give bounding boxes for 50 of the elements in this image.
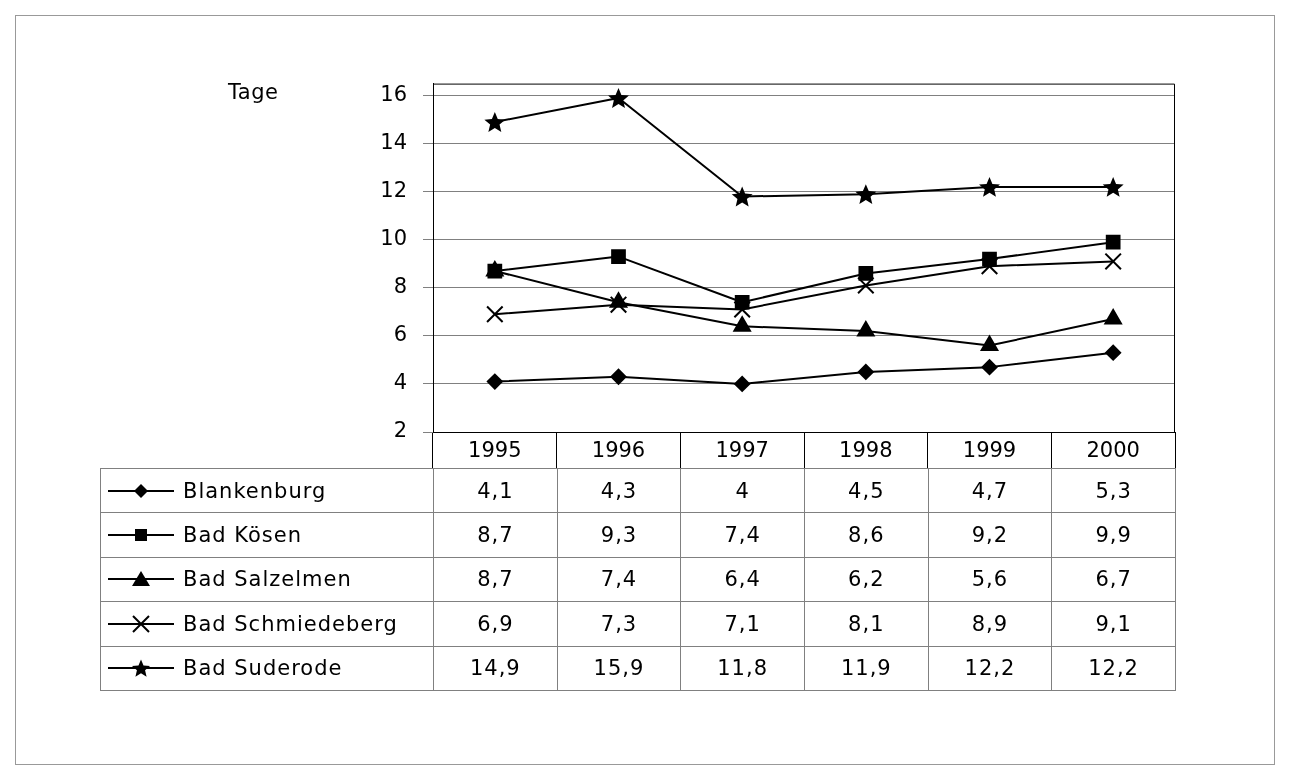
x-tick-label: 1999: [962, 438, 1017, 463]
y-tick-label: 6: [393, 322, 407, 347]
legend-label: Blankenburg: [183, 478, 327, 503]
y-axis-title: Tage: [228, 80, 279, 104]
legend-label: Bad Schmiedeberg: [183, 611, 398, 636]
data-label: 4,5: [804, 468, 929, 513]
y-tick-label: 4: [393, 370, 407, 395]
y-tick-label: 16: [380, 82, 407, 107]
y-tick-label: 12: [380, 178, 407, 203]
data-label: 5,6: [928, 557, 1052, 602]
x-tick-label: 1998: [839, 438, 893, 463]
data-label: 6,7: [1051, 557, 1176, 602]
data-label: 6,2: [804, 557, 929, 602]
data-label: 4,1: [433, 468, 558, 513]
data-label: 12,2: [1051, 646, 1176, 691]
y-tick-label: 10: [380, 226, 407, 251]
y-tick-label: 14: [380, 130, 407, 155]
data-label: 8,1: [804, 601, 929, 647]
legend-label: Bad Suderode: [183, 656, 343, 681]
data-label: 9,1: [1051, 601, 1176, 647]
data-label: 8,6: [804, 512, 929, 558]
y-tick-label: 8: [393, 274, 407, 299]
data-label: 9,3: [557, 512, 681, 558]
y-tick-label: 2: [393, 418, 407, 443]
x-tick-label: 1995: [468, 438, 522, 463]
data-label: 4,3: [557, 468, 681, 513]
x-tick-label: 1996: [591, 438, 646, 463]
data-label: 7,4: [680, 512, 805, 558]
data-label: 4: [680, 468, 805, 513]
data-label: 11,8: [680, 646, 805, 691]
data-label: 7,3: [557, 601, 681, 647]
x-tick-label: 2000: [1086, 438, 1140, 463]
data-label: 15,9: [557, 646, 681, 691]
data-label: 5,3: [1051, 468, 1176, 513]
data-label: 11,9: [804, 646, 929, 691]
data-label: 14,9: [433, 646, 558, 691]
data-label: 8,7: [433, 512, 558, 558]
data-label: 8,7: [433, 557, 558, 602]
legend-label: Bad Salzelmen: [183, 567, 352, 592]
data-label: 7,4: [557, 557, 681, 602]
data-label: 6,4: [680, 557, 805, 602]
data-label: 8,9: [928, 601, 1052, 647]
data-label: 12,2: [928, 646, 1052, 691]
legend-label: Bad Kösen: [183, 523, 303, 548]
data-label: 6,9: [433, 601, 558, 647]
data-label: 7,1: [680, 601, 805, 647]
x-tick-label: 1997: [715, 438, 769, 463]
data-label: 9,9: [1051, 512, 1176, 558]
data-label: 4,7: [928, 468, 1052, 513]
data-label: 9,2: [928, 512, 1052, 558]
